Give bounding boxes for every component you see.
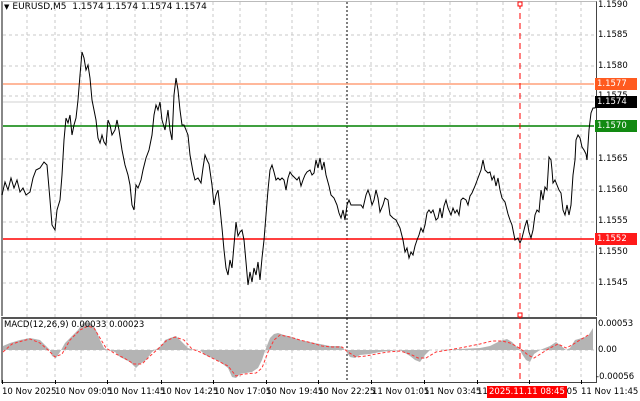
time-label: 11 Nov 03:45 bbox=[424, 387, 482, 397]
price-line bbox=[1, 51, 598, 286]
time-label: 10 Nov 11:45 bbox=[108, 387, 166, 397]
time-label: 10 Nov 19:45 bbox=[266, 387, 324, 397]
time-label: 10 Nov 17:05 bbox=[214, 387, 272, 397]
time-label: 10 Nov 2025 bbox=[2, 387, 57, 397]
resistance-price-tag: 1.1577 bbox=[595, 78, 637, 90]
triangle-down-icon[interactable]: ▼ bbox=[4, 3, 10, 11]
green-level-tag: 1.1570 bbox=[595, 120, 637, 132]
macd-axis-label: 0.00 bbox=[598, 345, 617, 355]
macd-histogram bbox=[3, 322, 593, 378]
chart-title: ▼ EURUSD,M5 1.1574 1.1574 1.1574 1.1574 bbox=[4, 2, 207, 12]
price-label: 1.1560 bbox=[598, 185, 628, 195]
macd-axis-label: 0.00053 bbox=[598, 319, 634, 329]
crosshair-top-marker bbox=[517, 1, 523, 7]
crosshair-time-tag: 2025.11.11 08:45 bbox=[487, 386, 567, 398]
symbol-label: EURUSD,M5 bbox=[12, 2, 67, 12]
macd-pane[interactable] bbox=[1, 317, 597, 383]
price-label: 1.1580 bbox=[598, 61, 628, 71]
grid-horizontal bbox=[3, 34, 594, 284]
price-label: 1.1590 bbox=[598, 0, 628, 10]
time-label: 11 Nov 11:45 bbox=[581, 387, 639, 397]
current-price-tag: 1.1574 bbox=[595, 96, 637, 108]
time-label: 11 N bbox=[477, 387, 497, 397]
price-label: 1.1550 bbox=[598, 247, 628, 257]
price-chart-pane[interactable] bbox=[1, 1, 597, 316]
macd-axis-label: -0.00056 bbox=[596, 372, 635, 382]
price-label: 1.1585 bbox=[598, 30, 628, 40]
crosshair-bottom-marker bbox=[517, 312, 523, 318]
red-level-tag: 1.1552 bbox=[595, 233, 637, 245]
ohlc-values: 1.1574 1.1574 1.1574 1.1574 bbox=[72, 2, 207, 12]
time-label: 10 Nov 09:05 bbox=[55, 387, 113, 397]
price-label: 1.1545 bbox=[598, 278, 628, 288]
macd-signal-line bbox=[2, 325, 591, 377]
time-label: 11 Nov 01:05 bbox=[372, 387, 430, 397]
price-label: 1.1565 bbox=[598, 154, 628, 164]
time-label: 10 Nov 22:25 bbox=[318, 387, 376, 397]
time-label: 10 Nov 14:25 bbox=[161, 387, 219, 397]
macd-title: MACD(12,26,9) 0.00033 0.00023 bbox=[4, 320, 145, 330]
price-label: 1.1555 bbox=[598, 216, 628, 226]
